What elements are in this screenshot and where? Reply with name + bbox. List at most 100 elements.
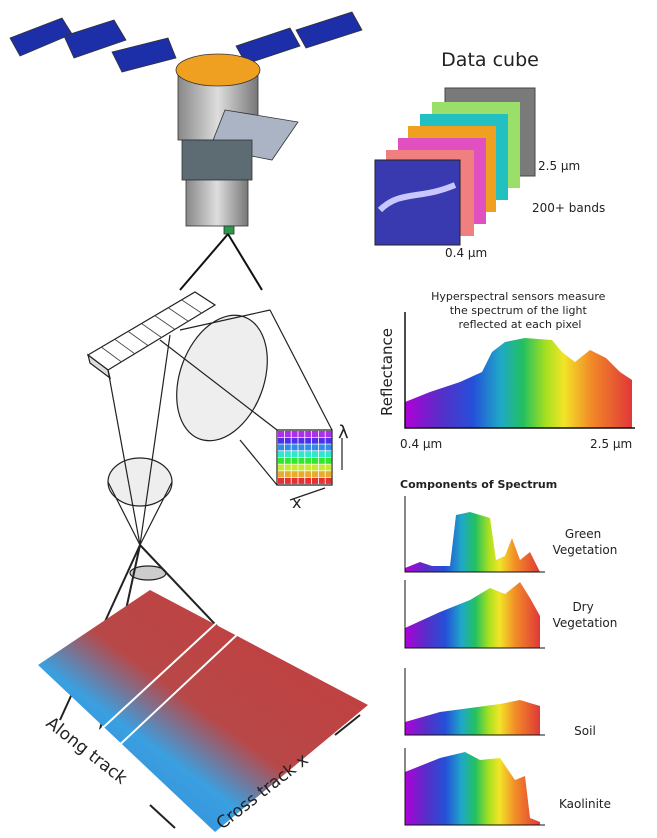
detector-cell [305,438,311,444]
detector-cell [292,478,298,484]
view-line [180,234,228,290]
component-label: Green Vegetation [553,527,618,557]
x-start: 0.4 μm [400,437,442,451]
detector-cell [326,478,332,484]
lens-small [108,458,172,506]
detector-cell [292,431,298,437]
detector-cell [319,458,325,464]
detector-cell [285,444,291,450]
aperture [224,226,234,234]
components-title: Components of Spectrum [400,478,557,491]
detector-cell [278,465,284,471]
detector-cell [319,438,325,444]
detector-cell [319,465,325,471]
cube-bands: 200+ bands [532,201,605,215]
detector-cell [298,458,304,464]
detector-cell [298,431,304,437]
label-line: Soil [574,724,596,738]
detector-cell [312,465,318,471]
component-label: Kaolinite [559,797,611,811]
beam-line [240,440,277,485]
detector-cell [326,465,332,471]
detector-cell [319,478,325,484]
detector-cell [292,438,298,444]
detector-cell [285,465,291,471]
telescope [186,180,248,226]
detector-cell [298,451,304,457]
detector-cell [278,478,284,484]
detector-cell [319,471,325,477]
component-label: Dry Vegetation [553,600,618,630]
component-curve [405,512,540,572]
detector-cell [285,458,291,464]
spectrum-curve [405,338,632,428]
detector-cell [298,438,304,444]
detector-cell [285,438,291,444]
satellite [10,12,362,234]
data-cube: Data cube 2.5 μm 200+ bands 0.4 μm [375,49,605,260]
detector-cell [305,444,311,450]
label-line: Vegetation [553,543,618,557]
detector-cell [278,431,284,437]
label-line: Green [565,527,601,541]
component-label: Soil [574,724,596,738]
detector-cell [305,471,311,477]
caption-line: reflected at each pixel [459,318,582,331]
label-line: Kaolinite [559,797,611,811]
along-arrow [150,805,175,828]
y-label: Reflectance [378,328,396,416]
detector-cell [312,444,318,450]
component-curve [405,700,540,735]
detector-cell [298,465,304,471]
module [182,140,252,180]
detector-cell [292,458,298,464]
spectrum-caption: Hyperspectral sensors measure the spectr… [431,290,609,331]
detector-cell [285,431,291,437]
detector-cell [326,431,332,437]
view-line [228,234,262,290]
detector-cell [278,451,284,457]
detector-cell [305,458,311,464]
detector-cell [278,471,284,477]
solar-panel [112,38,176,72]
detector-cell [298,478,304,484]
diagram: Data cube 2.5 μm 200+ bands 0.4 μm λ x A… [0,0,657,838]
wavelength-axis: λ [338,422,349,443]
beam-line [270,310,332,430]
detector-cell [312,438,318,444]
detector-cell [326,451,332,457]
spectrum: Hyperspectral sensors measure the spectr… [378,290,635,451]
caption-line: the spectrum of the light [450,304,588,317]
detector-cell [319,431,325,437]
ground-image [38,590,368,832]
detector-cell [278,458,284,464]
detector-cell [312,451,318,457]
cube-min-wavelength: 0.4 μm [445,246,487,260]
cube-max-wavelength: 2.5 μm [538,159,580,173]
x-end: 2.5 μm [590,437,632,451]
detector-cell [298,471,304,477]
detector-cell [292,451,298,457]
detector-cell [305,465,311,471]
components: Components of Spectrum Green Vegetation … [400,478,617,825]
component-curve [405,752,540,825]
cross-axis: x [292,493,301,512]
detector-cell [285,471,291,477]
detector-cell [292,444,298,450]
cube-title: Data cube [441,49,539,71]
detector-cell [326,458,332,464]
detector-cell [319,444,325,450]
detector-cell [305,451,311,457]
detector-cell [285,478,291,484]
solar-panel [296,12,362,48]
detector-cell [312,478,318,484]
detector-cell [285,451,291,457]
detector-cell [312,431,318,437]
ground-scene: Along track Cross track x [38,590,368,834]
label-line: Vegetation [553,616,618,630]
detector-cell [305,478,311,484]
detector-cell [326,438,332,444]
detector-cell [305,431,311,437]
label-line: Dry [572,600,593,614]
detector-cell [292,471,298,477]
